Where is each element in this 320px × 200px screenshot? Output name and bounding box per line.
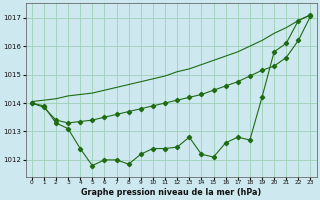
X-axis label: Graphe pression niveau de la mer (hPa): Graphe pression niveau de la mer (hPa) [81, 188, 261, 197]
